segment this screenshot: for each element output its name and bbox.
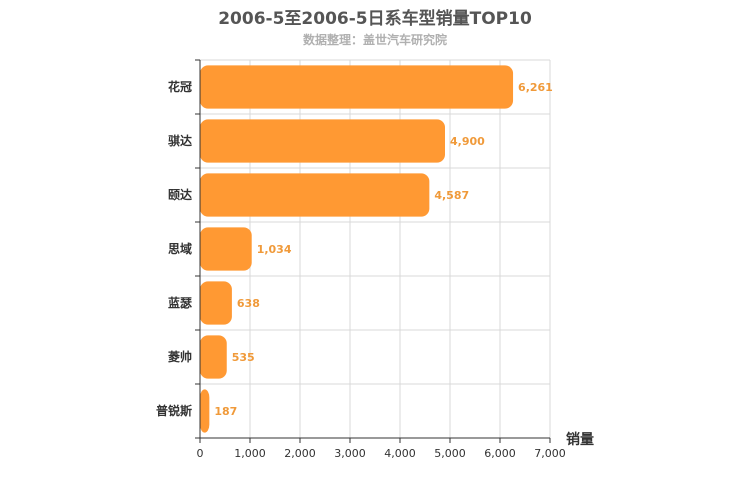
category-label: 骐达 [168,133,192,148]
data-label: 638 [237,297,260,310]
x-axis-title: 销量 [566,431,594,448]
bar [200,227,252,271]
data-label: 4,587 [434,189,469,202]
x-tick-label: 6,000 [484,447,516,460]
bar [200,335,227,379]
category-label: 菱帅 [168,349,192,364]
x-tick-label: 0 [197,447,204,460]
chart-title: 2006-5至2006-5日系车型销量TOP10 [218,9,532,29]
data-label: 187 [214,405,237,418]
category-label: 花冠 [168,79,192,94]
data-label: 6,261 [518,81,553,94]
chart-subtitle: 数据整理：盖世汽车研究院 [302,33,447,47]
data-label: 1,034 [257,243,292,256]
bar [200,119,445,163]
grid-lines [200,59,551,439]
data-label: 535 [232,351,255,364]
labels: 花冠 6,261 骐达 4,900 颐达 4,587 思域 1,034 蓝瑟 638 菱帅 535 普锐… [156,79,594,460]
bar [200,389,210,433]
category-label: 颐达 [168,187,192,202]
category-label: 普锐斯 [156,403,192,418]
category-label: 思域 [168,241,192,256]
x-tick-label: 7,000 [534,447,566,460]
x-tick-label: 4,000 [384,447,416,460]
data-label: 4,900 [450,135,485,148]
bars [200,65,514,433]
x-tick-label: 3,000 [334,447,366,460]
category-label: 蓝瑟 [168,295,192,310]
x-tick-label: 5,000 [434,447,466,460]
bar [200,65,514,109]
bar [200,281,232,325]
x-tick-label: 2,000 [284,447,316,460]
axes [195,59,551,443]
x-tick-label: 1,000 [234,447,266,460]
bar [200,173,430,217]
